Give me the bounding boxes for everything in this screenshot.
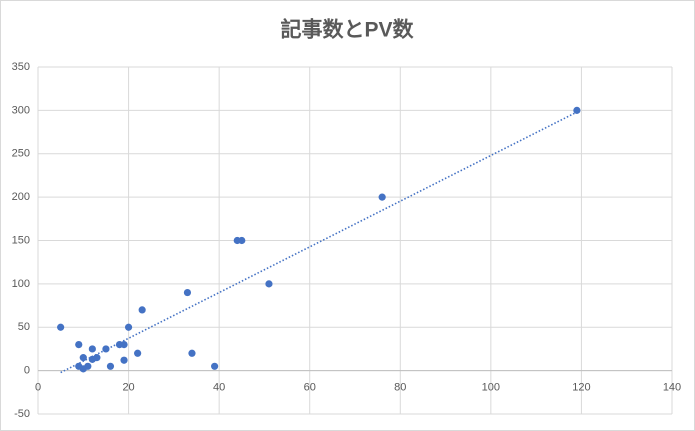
x-tick-label: 20 <box>122 382 134 394</box>
x-tick-label: 40 <box>213 382 225 394</box>
point <box>84 362 92 370</box>
point <box>265 280 273 288</box>
point <box>238 236 246 245</box>
x-tick-label: 0 <box>35 382 41 394</box>
point <box>106 362 115 370</box>
y-tick-label: -50 <box>14 408 30 420</box>
y-tick-label: 50 <box>18 321 30 333</box>
point <box>134 349 142 357</box>
x-tick-label: 60 <box>304 382 316 394</box>
chart-title: 記事数とPV数 <box>280 18 414 42</box>
point <box>138 306 146 314</box>
y-tick-label: 150 <box>12 234 30 246</box>
point <box>211 362 219 370</box>
y-tick-label: 0 <box>24 365 30 377</box>
point <box>88 345 96 353</box>
y-tick-label: 350 <box>12 61 30 73</box>
x-tick-label: 120 <box>572 382 590 394</box>
y-tick-label: 100 <box>12 278 30 290</box>
point <box>378 193 386 201</box>
point <box>75 341 83 349</box>
point <box>120 356 128 364</box>
point <box>120 341 128 349</box>
y-tick-label: 250 <box>12 148 30 160</box>
point <box>57 323 65 331</box>
point <box>93 354 101 362</box>
point <box>124 323 133 331</box>
point <box>79 354 87 362</box>
x-tick-label: 100 <box>482 382 500 394</box>
x-tick-label: 80 <box>394 382 406 394</box>
point <box>573 106 581 114</box>
x-tick-label: 140 <box>663 382 681 394</box>
point <box>188 349 196 357</box>
point <box>183 288 192 297</box>
y-tick-label: 200 <box>12 191 30 203</box>
y-tick-label: 300 <box>12 104 30 116</box>
point <box>102 345 110 353</box>
